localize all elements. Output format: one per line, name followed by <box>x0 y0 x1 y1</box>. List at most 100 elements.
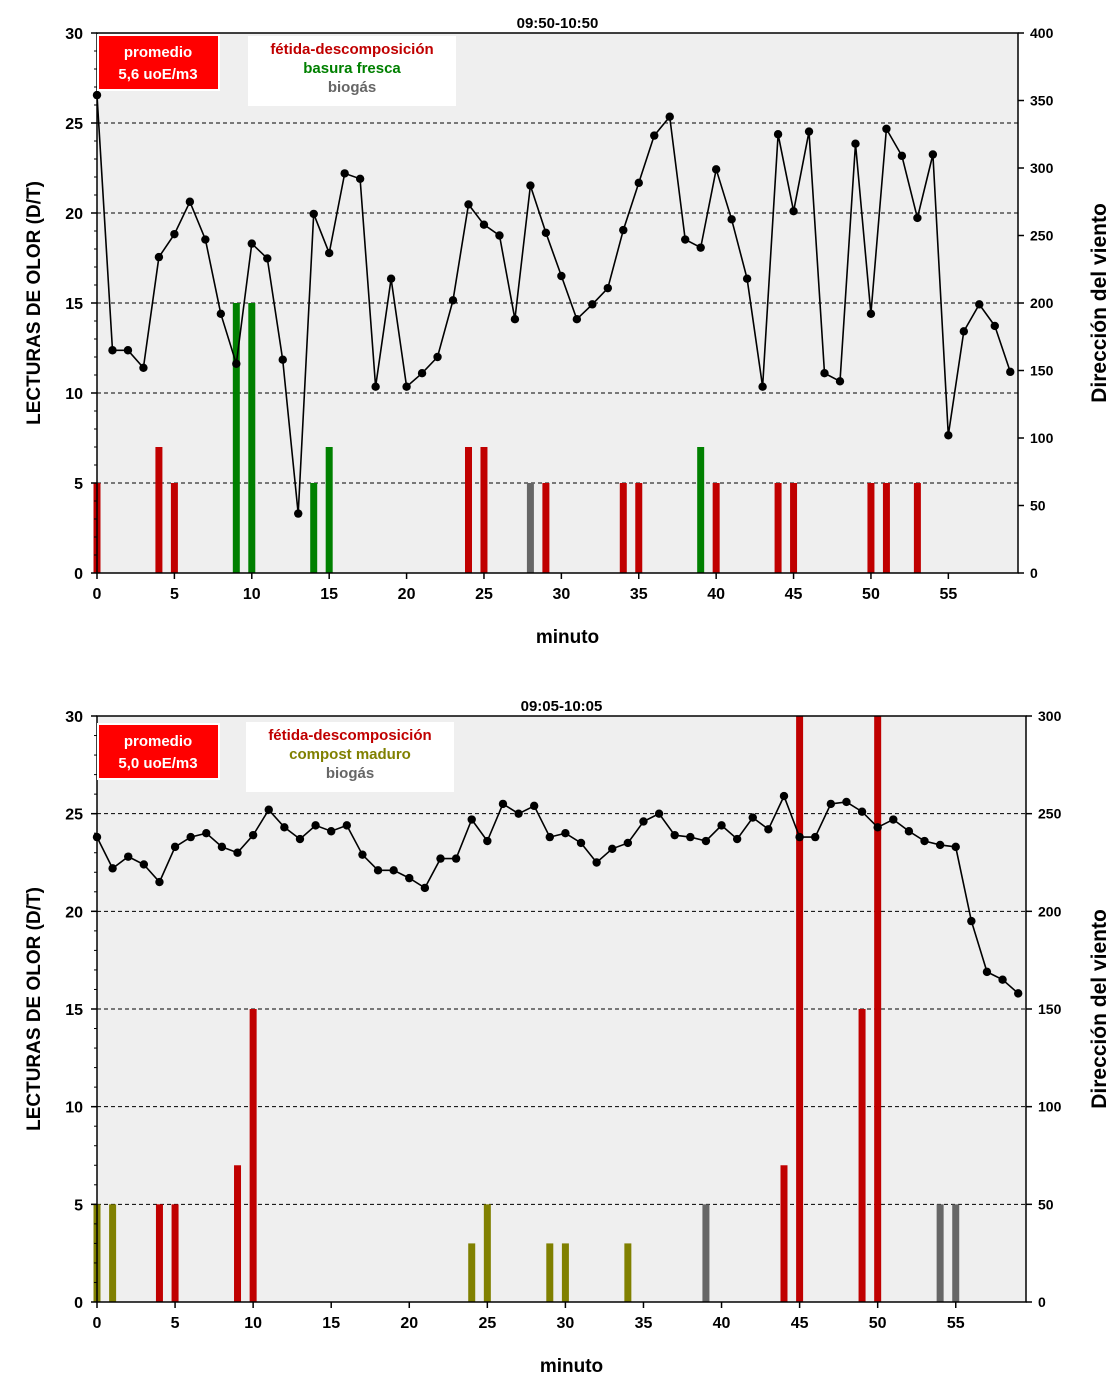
bar <box>624 1243 632 1302</box>
y2-axis-label: Dirección del viento <box>1088 909 1111 1109</box>
wind-point <box>634 178 643 188</box>
wind-point <box>324 248 334 258</box>
y2-tick-label: 400 <box>1030 25 1054 41</box>
wind-point <box>483 836 492 846</box>
wind-point <box>405 873 414 883</box>
wind-point <box>185 197 195 206</box>
wind-point <box>576 838 586 848</box>
x-tick-label: 5 <box>171 1315 180 1332</box>
wind-point <box>526 181 535 190</box>
wind-point <box>248 830 258 840</box>
y-tick-label: 15 <box>65 296 83 313</box>
bar <box>325 447 333 573</box>
wind-point <box>358 850 367 859</box>
wind-point <box>882 124 891 134</box>
wind-point <box>386 274 396 283</box>
x-tick-label: 15 <box>320 586 338 603</box>
legend-entry: biogás <box>326 765 374 782</box>
x-tick-label: 0 <box>93 586 102 603</box>
wind-point <box>990 321 999 331</box>
y2-axis-label: Dirección del viento <box>1088 203 1111 403</box>
y-axis-label: LECTURAS DE OLOR (D/T) <box>24 181 45 425</box>
y-tick-label: 15 <box>65 1002 83 1019</box>
wind-point <box>935 840 945 850</box>
bar <box>697 447 705 573</box>
wind-point <box>920 836 929 846</box>
wind-point <box>820 369 829 378</box>
x-tick-label: 40 <box>707 586 725 603</box>
wind-point <box>216 309 226 318</box>
wind-point <box>514 809 523 818</box>
legend-entry: biogás <box>328 79 376 96</box>
wind-point <box>139 860 149 869</box>
y2-tick-label: 200 <box>1038 903 1062 919</box>
wind-point <box>342 821 352 830</box>
wind-point <box>451 854 461 863</box>
y2-tick-label: 0 <box>1030 565 1038 581</box>
wind-point <box>959 327 969 336</box>
wind-point <box>686 832 695 842</box>
x-tick-label: 40 <box>713 1315 731 1332</box>
x-tick-label: 45 <box>785 586 803 603</box>
wind-point <box>727 215 736 224</box>
bar <box>526 483 534 573</box>
bar <box>155 447 163 573</box>
wind-point <box>436 854 445 863</box>
x-axis-label: minuto <box>540 1356 603 1377</box>
wind-point <box>201 235 210 244</box>
wind-point <box>278 355 287 364</box>
wind-point <box>561 829 570 838</box>
wind-point <box>711 165 721 174</box>
wind-point <box>217 842 227 852</box>
wind-point <box>1006 367 1015 377</box>
wind-point <box>608 844 617 854</box>
x-tick-label: 30 <box>552 586 570 603</box>
bar <box>480 447 488 573</box>
wind-point <box>495 231 504 240</box>
wind-point <box>654 809 664 818</box>
y-tick-label: 25 <box>65 116 83 133</box>
wind-point <box>108 346 117 355</box>
y2-tick-label: 200 <box>1030 295 1054 311</box>
wind-point <box>202 829 211 838</box>
chart-title: 09:50-10:50 <box>517 15 599 32</box>
wind-point <box>764 825 773 834</box>
wind-point <box>479 220 489 229</box>
wind-point <box>373 866 383 875</box>
y-tick-label: 0 <box>74 566 83 583</box>
x-tick-label: 50 <box>862 586 880 603</box>
wind-point <box>139 363 148 372</box>
bar <box>867 483 875 573</box>
bar <box>561 1243 569 1302</box>
y-tick-label: 10 <box>65 1100 83 1117</box>
wind-point <box>186 832 195 842</box>
wind-point <box>758 382 767 391</box>
bar <box>109 1204 117 1302</box>
badge-background <box>97 34 220 91</box>
y-tick-label: 0 <box>74 1295 83 1312</box>
badge-background <box>97 723 220 780</box>
wind-point <box>464 200 473 209</box>
legend-entry: fétida-descomposición <box>270 41 433 58</box>
wind-point <box>264 805 273 814</box>
wind-point <box>124 852 133 861</box>
wind-point <box>417 369 427 378</box>
bar <box>874 716 882 1302</box>
bar <box>464 447 472 573</box>
wind-point <box>311 821 320 830</box>
wind-direction-line <box>96 95 1012 514</box>
legend: fétida-descomposición compost maduro biogá… <box>246 722 454 792</box>
wind-point <box>588 300 597 309</box>
wind-point <box>967 916 976 926</box>
x-tick-label: 20 <box>398 586 416 603</box>
wind-point <box>773 130 783 139</box>
y-tick-label: 5 <box>74 476 83 493</box>
average-badge: promedio 5,6 uoE/m3 <box>97 34 220 91</box>
x-tick-label: 55 <box>939 586 957 603</box>
bar <box>702 1204 710 1302</box>
badge-line-1: promedio <box>124 44 192 61</box>
wind-point <box>665 112 674 121</box>
wind-point <box>545 832 554 842</box>
wind-point <box>467 815 476 824</box>
y2-tick-label: 150 <box>1038 1001 1062 1017</box>
